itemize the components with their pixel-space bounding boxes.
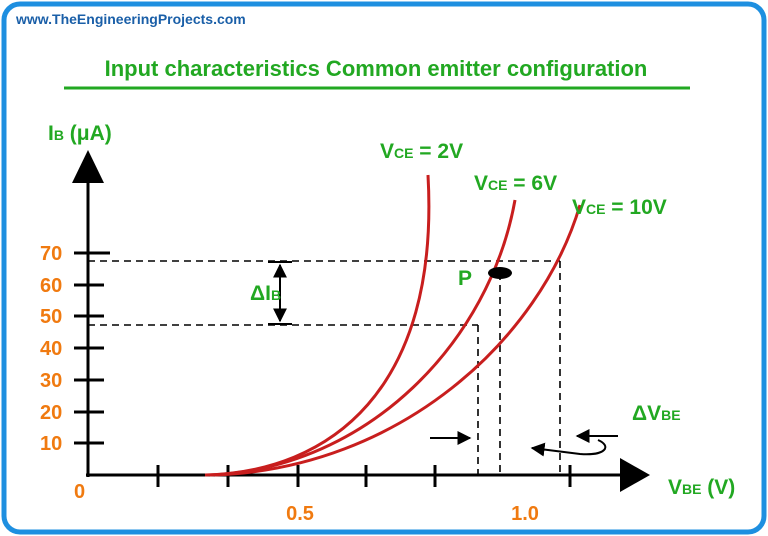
value: = 10V — [605, 196, 666, 219]
x-axis-label: VBE (V) — [668, 476, 735, 499]
curve — [209, 199, 517, 477]
x-arrow — [620, 458, 650, 492]
y-ticks — [74, 251, 110, 445]
symbol: V — [572, 196, 586, 219]
symbol: V — [474, 172, 488, 195]
y-arrow — [72, 150, 104, 183]
subscript: CE — [488, 177, 507, 193]
value: = 6V — [507, 172, 557, 195]
watermark: www.TheEngineeringProjects.com — [15, 11, 246, 27]
symbol: ΔV — [632, 402, 661, 425]
value: = 2V — [413, 140, 463, 163]
y-tick-label: 50 — [40, 306, 62, 328]
delta-arrow — [530, 439, 607, 457]
unit: (V) — [701, 476, 735, 499]
unit: (μA) — [64, 122, 112, 145]
operating-point — [488, 267, 512, 279]
subscript: BE — [682, 481, 701, 497]
symbol: V — [380, 140, 394, 163]
point-label: P — [458, 267, 472, 290]
y-tick-label: 60 — [40, 275, 62, 297]
curve-label: VCE = 2V — [380, 140, 463, 163]
subscript: CE — [394, 145, 413, 161]
x-tick-label: 0.5 — [286, 503, 314, 525]
y-axis-label: IB (μA) — [48, 122, 112, 145]
origin-label: 0 — [74, 481, 85, 503]
x-tick-label: 1.0 — [511, 503, 539, 525]
symbol: I — [48, 122, 54, 145]
y-tick-label: 70 — [40, 243, 62, 265]
x-ticks — [156, 465, 572, 487]
y-tick-label: 40 — [40, 338, 62, 360]
y-tick-label: 30 — [40, 370, 62, 392]
delta-vbe-label: ΔVBE — [632, 402, 681, 425]
subscript: B — [54, 127, 64, 143]
title: Input characteristics Common emitter con… — [105, 56, 648, 81]
y-tick-label: 20 — [40, 402, 62, 424]
subscript: BE — [661, 407, 680, 423]
symbol: ΔI — [250, 282, 271, 305]
subscript: CE — [586, 201, 605, 217]
delta-ib-label: ΔIB — [250, 282, 281, 305]
y-tick-label: 10 — [40, 433, 62, 455]
subscript: B — [271, 287, 281, 303]
curve-label: VCE = 6V — [474, 172, 557, 195]
symbol: V — [668, 476, 682, 499]
curve — [214, 204, 582, 477]
y-tick-labels: 70 60 50 40 30 20 10 0 0.5 1.0 — [40, 243, 539, 525]
curve-label: VCE = 10V — [572, 196, 667, 219]
